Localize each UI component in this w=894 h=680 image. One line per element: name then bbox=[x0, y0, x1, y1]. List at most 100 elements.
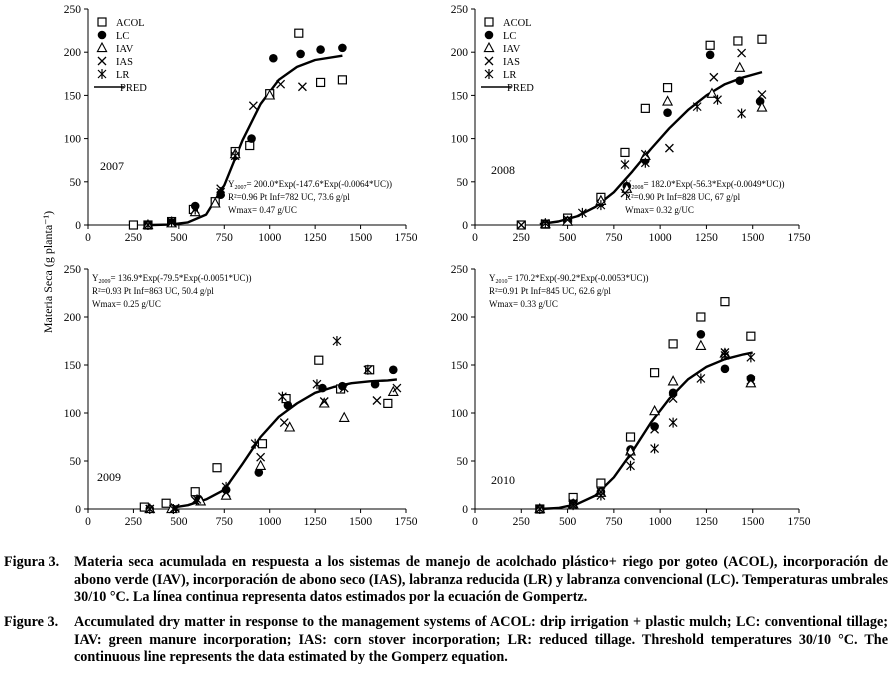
data-point-ias bbox=[709, 72, 719, 82]
x-tick-label: 1250 bbox=[304, 232, 327, 244]
x-tick-label: 1750 bbox=[395, 516, 418, 528]
x-tick-label: 1500 bbox=[349, 232, 372, 244]
x-tick-label: 750 bbox=[605, 516, 623, 528]
data-point-lr bbox=[363, 364, 373, 375]
y-tick-label: 50 bbox=[70, 456, 82, 468]
equation-wmax: Wmax= 0.25 g/UC bbox=[92, 299, 161, 309]
legend-label-ias: IAS bbox=[503, 57, 520, 68]
data-point-acol bbox=[314, 355, 324, 365]
pred-curve bbox=[539, 351, 753, 511]
caption-english: Figure 3. Accumulated dry matter in resp… bbox=[4, 614, 888, 667]
caption-english-text: Accumulated dry matter in response to th… bbox=[74, 614, 888, 665]
data-point-ias bbox=[170, 503, 180, 513]
equation-wmax: Wmax= 0.32 g/UC bbox=[625, 205, 694, 215]
data-point-iav bbox=[662, 95, 674, 106]
series-lr bbox=[145, 336, 373, 514]
data-point-ias bbox=[746, 375, 756, 385]
y-tick-label: 0 bbox=[75, 504, 81, 516]
legend-marker-ias bbox=[484, 56, 494, 66]
data-point-lr bbox=[535, 504, 545, 514]
data-point-lr bbox=[143, 220, 153, 230]
data-point-lc bbox=[338, 43, 347, 53]
data-point-ias bbox=[737, 48, 747, 58]
data-point-lc bbox=[668, 388, 678, 398]
data-point-lc bbox=[388, 365, 398, 375]
data-point-iav bbox=[706, 87, 718, 98]
data-point-lr bbox=[596, 490, 606, 501]
data-point-acol bbox=[596, 478, 606, 488]
y-tick-label: 100 bbox=[451, 134, 469, 146]
figure-panels: 0 250 500 750 1000 1250 1500 175005010015020025… bbox=[41, 4, 811, 540]
y-tick-label: 250 bbox=[64, 264, 82, 276]
y-tick-label: 100 bbox=[451, 408, 469, 420]
caption-spanish-lead: Figura 3. bbox=[4, 554, 60, 570]
series-acol bbox=[139, 355, 393, 512]
data-point-lc bbox=[663, 108, 672, 117]
x-axis-title: Unidades calor acumuladas desde el trasp… bbox=[336, 537, 560, 540]
x-tick-label: 250 bbox=[513, 232, 531, 244]
x-tick-label: 0 bbox=[472, 516, 478, 528]
data-point-ias bbox=[190, 495, 200, 505]
data-point-lr bbox=[332, 336, 342, 346]
data-point-acol bbox=[294, 28, 304, 38]
year-label: 2007 bbox=[100, 159, 124, 173]
year-label: 2010 bbox=[491, 473, 515, 487]
legend: ACOL LC IAV IAS LR PRED bbox=[94, 17, 147, 94]
year-label: 2009 bbox=[97, 470, 121, 484]
legend-label-acol: ACOL bbox=[503, 18, 532, 29]
data-point-lr bbox=[216, 187, 226, 198]
y-tick-label: 0 bbox=[462, 504, 468, 516]
year-label: 2008 bbox=[491, 163, 515, 177]
equation-fit: R²=0.91 Pt Inf=845 UC, 62.6 g/pl bbox=[489, 286, 611, 296]
data-point-lc bbox=[254, 468, 264, 477]
data-point-ias bbox=[279, 418, 289, 428]
legend-label-lr: LR bbox=[116, 70, 129, 81]
x-tick-label: 1250 bbox=[695, 232, 718, 244]
data-point-iav bbox=[318, 397, 330, 408]
data-point-lr bbox=[190, 204, 200, 215]
data-point-ias bbox=[256, 452, 266, 462]
chart-panel-2010: 0 250 500 750 1000 1250 1500 1750 0 50 100 150 200 25… bbox=[451, 264, 811, 528]
data-point-ias bbox=[392, 383, 402, 393]
data-point-lr bbox=[168, 504, 178, 514]
x-tick-label: 1750 bbox=[788, 516, 811, 528]
data-point-lr bbox=[720, 350, 730, 361]
data-point-acol bbox=[668, 339, 678, 349]
y-tick-label: 150 bbox=[64, 360, 82, 372]
x-tick-label: 500 bbox=[559, 516, 577, 528]
data-point-ias bbox=[372, 396, 382, 405]
data-point-lc bbox=[650, 422, 659, 431]
x-tick-label: 750 bbox=[605, 232, 623, 244]
data-point-lc bbox=[283, 401, 293, 410]
x-tick-label: 1500 bbox=[349, 516, 372, 528]
data-point-lr bbox=[250, 438, 260, 449]
y-tick-label: 50 bbox=[457, 456, 469, 468]
series-iav bbox=[144, 385, 399, 514]
data-point-lr bbox=[540, 218, 550, 229]
data-point-lr bbox=[167, 216, 177, 227]
data-point-iav bbox=[649, 404, 661, 416]
data-point-acol bbox=[161, 498, 171, 508]
data-point-lr bbox=[577, 207, 587, 218]
x-tick-label: 500 bbox=[170, 232, 188, 244]
y-tick-label: 0 bbox=[462, 220, 468, 232]
data-point-lr bbox=[692, 101, 702, 112]
data-point-lr bbox=[596, 200, 606, 211]
data-point-iav bbox=[734, 61, 746, 72]
chart-panel-2008: 0 250 500 750 1000 1250 1500 1750 0 50 100 150 200 25… bbox=[451, 4, 811, 244]
y-tick-label: 250 bbox=[451, 264, 469, 276]
data-point-lr bbox=[737, 108, 747, 119]
data-point-lc bbox=[705, 50, 715, 60]
data-point-lc bbox=[269, 53, 278, 63]
data-point-iav bbox=[209, 197, 221, 208]
series-lr bbox=[535, 350, 756, 514]
data-point-lr bbox=[626, 460, 635, 471]
series-lr bbox=[143, 150, 240, 230]
legend-label-iav: IAV bbox=[116, 44, 134, 55]
x-tick-label: 500 bbox=[170, 516, 188, 528]
data-point-acol bbox=[190, 487, 200, 497]
x-tick-label: 1750 bbox=[788, 232, 811, 244]
y-tick-label: 0 bbox=[75, 220, 81, 232]
y-tick-label: 200 bbox=[64, 312, 82, 324]
legend-label-lc: LC bbox=[116, 31, 129, 42]
